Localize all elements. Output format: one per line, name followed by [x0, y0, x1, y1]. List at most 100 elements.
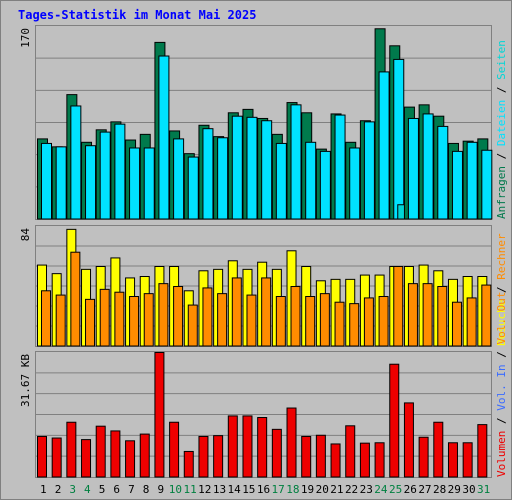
bar-dateien-day-18 — [290, 104, 302, 220]
bar-dateien-day-13 — [217, 137, 229, 220]
legend-item-anfragen: Anfragen — [495, 166, 508, 219]
bar-rechner-day-16 — [261, 277, 272, 347]
bar-rechner-day-7 — [129, 296, 140, 347]
legend-separator: / — [495, 146, 508, 166]
bar-rechner-day-2 — [55, 294, 66, 347]
bar-volumen-day-15 — [242, 415, 253, 478]
bar-dateien-day-10 — [173, 138, 185, 220]
bar-volumen-day-11 — [183, 450, 194, 478]
bar-rechner-day-21 — [334, 301, 345, 347]
bar-dateien-day-14 — [231, 115, 243, 220]
legend: Besuche / Rechner — [495, 233, 508, 346]
bar-rechner-day-14 — [231, 277, 242, 347]
bar-volumen-day-18 — [286, 407, 297, 478]
bar-rechner-day-28 — [437, 286, 448, 347]
bar-volumen-day-28 — [433, 421, 444, 478]
bar-volumen-day-8 — [139, 433, 150, 478]
bar-dateien-day-3 — [70, 105, 82, 220]
bar-volumen-day-9 — [154, 352, 165, 478]
x-tick-label-day-10: 10 — [169, 483, 182, 496]
x-tick-label-day-25: 25 — [389, 483, 402, 496]
bar-dateien-day-30 — [466, 141, 478, 220]
x-tick-label-day-9: 9 — [157, 483, 164, 496]
bars — [37, 28, 493, 220]
bar-dateien-day-1 — [41, 142, 52, 220]
bar-rechner-day-18 — [290, 286, 301, 347]
bars — [37, 228, 492, 347]
bar-dateien-day-7 — [129, 147, 141, 220]
bar-dateien-day-29 — [451, 150, 463, 220]
x-tick-label-day-15: 15 — [242, 483, 255, 496]
x-tick-label-day-4: 4 — [84, 483, 91, 496]
bar-volumen-day-19 — [301, 435, 312, 478]
bar-volumen-day-27 — [418, 436, 429, 478]
bar-volumen-day-22 — [345, 425, 356, 478]
legend-separator: / — [495, 80, 508, 100]
legend-item-volumen: Volumen — [495, 431, 508, 477]
bar-rechner-day-23 — [363, 297, 374, 347]
bar-dateien-day-12 — [202, 128, 214, 220]
bar-dateien-day-25 — [393, 58, 405, 220]
bar-dateien-day-24 — [378, 71, 390, 220]
legend-text: Anfragen / Dateien / Seiten — [495, 40, 508, 219]
bar-volumen-day-29 — [447, 442, 458, 478]
bar-dateien-day-6 — [114, 123, 126, 220]
bar-volumen-day-16 — [257, 417, 268, 478]
bar-rechner-day-30 — [466, 297, 477, 347]
bar-volumen-day-1 — [37, 435, 47, 478]
bar-rechner-day-31 — [481, 284, 492, 347]
x-tick-label-day-26: 26 — [404, 483, 417, 496]
chart-title: Tages-Statistik im Monat Mai 2025 — [18, 8, 256, 22]
bar-dateien-day-5 — [99, 131, 111, 220]
bar-dateien-day-20 — [319, 150, 331, 220]
bar-volumen-day-10 — [169, 421, 180, 478]
bar-rechner-day-25 — [393, 266, 404, 347]
bar-dateien-day-23 — [363, 121, 375, 220]
bar-volumen-day-31 — [477, 424, 488, 478]
panel-volume: 31.67 KB Volumen / Vol. In / Vol. Out — [19, 292, 508, 478]
legend-text: Besuche / Rechner — [495, 233, 508, 346]
bar-dateien-day-17 — [275, 142, 287, 220]
x-tick-label-day-6: 6 — [113, 483, 120, 496]
x-tick-label-day-29: 29 — [448, 483, 461, 496]
x-axis-labels: 1 2 3 4 5 6 7 8 9 10 11 12 13 14 15 16 17 18 19 20 21 22 23 24 2… — [40, 483, 490, 496]
bar-volumen-day-30 — [462, 442, 473, 478]
y-max-label: 31.67 KB — [19, 354, 32, 407]
bar-dateien-day-15 — [246, 116, 258, 220]
bar-volumen-day-26 — [403, 402, 414, 478]
panel-visits: 84 Besuche / Rechner — [19, 225, 508, 347]
bar-rechner-day-8 — [143, 293, 154, 347]
bar-rechner-day-13 — [217, 293, 228, 347]
bar-rechner-day-5 — [99, 288, 110, 347]
bar-rechner-day-19 — [305, 296, 316, 347]
bar-dateien-day-4 — [85, 145, 97, 220]
x-tick-label-day-12: 12 — [198, 483, 211, 496]
x-tick-label-day-7: 7 — [128, 483, 135, 496]
x-tick-label-day-23: 23 — [360, 483, 373, 496]
bar-rechner-day-9 — [158, 283, 169, 347]
bar-rechner-day-27 — [422, 283, 433, 347]
x-tick-label-day-20: 20 — [316, 483, 329, 496]
legend: Anfragen / Dateien / Seiten — [495, 40, 508, 219]
bar-dateien-day-28 — [437, 125, 449, 220]
bar-dateien-day-9 — [158, 55, 170, 220]
bar-volumen-day-14 — [227, 415, 238, 478]
bar-rechner-day-22 — [349, 303, 360, 347]
x-tick-label-day-2: 2 — [55, 483, 62, 496]
legend-item-rechner: Rechner — [495, 233, 508, 280]
legend-separator: / — [495, 411, 508, 431]
x-tick-label-day-18: 18 — [286, 483, 299, 496]
bar-volumen-day-6 — [110, 430, 121, 478]
bar-dateien-day-19 — [305, 141, 317, 220]
bar-dateien-day-26 — [407, 117, 419, 220]
x-tick-label-day-1: 1 — [40, 483, 47, 496]
x-tick-label-day-22: 22 — [345, 483, 358, 496]
bar-rechner-day-1 — [41, 290, 51, 347]
bar-rechner-day-12 — [202, 287, 213, 347]
x-tick-label-day-24: 24 — [374, 483, 388, 496]
bar-volumen-day-13 — [213, 435, 224, 478]
legend-item-vol-out: Vol. Out — [495, 292, 508, 345]
panel-hits: 170 Anfragen / Dateien / Seiten — [19, 25, 508, 220]
y-max-label: 84 — [19, 228, 32, 242]
